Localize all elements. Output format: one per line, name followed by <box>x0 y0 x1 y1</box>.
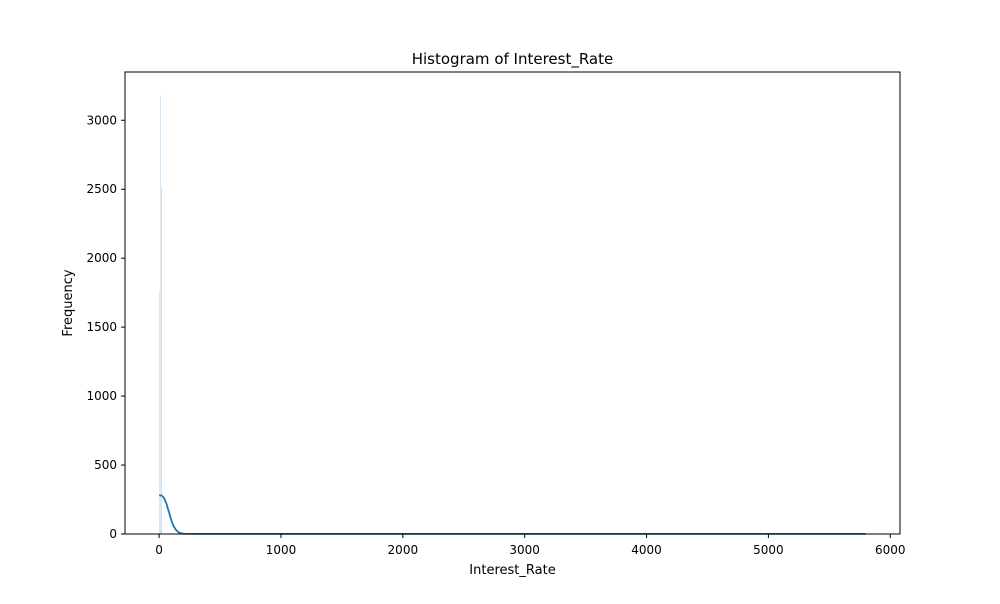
x-tick-label: 6000 <box>875 543 906 557</box>
histogram-bar-3 <box>160 186 162 535</box>
bars-layer <box>158 95 163 535</box>
y-axis-ticks: 0 500 1000 1500 2000 2500 3000 <box>86 113 125 541</box>
y-tick-label: 0 <box>109 527 117 541</box>
y-tick-label: 500 <box>94 458 117 472</box>
y-tick-label: 1500 <box>86 320 117 334</box>
x-tick-label: 4000 <box>631 543 662 557</box>
x-axis-label: Interest_Rate <box>469 563 555 578</box>
plot-frame <box>124 71 901 535</box>
x-tick-label: 2000 <box>388 543 419 557</box>
y-tick-label: 3000 <box>86 113 117 127</box>
x-tick-label: 0 <box>155 543 163 557</box>
x-axis-ticks: 0 1000 2000 3000 4000 5000 6000 <box>155 534 906 557</box>
chart-title: Histogram of Interest_Rate <box>412 50 614 69</box>
histogram-bar-4 <box>161 530 163 535</box>
histogram-bar-0 <box>158 289 160 535</box>
x-tick-label: 1000 <box>266 543 297 557</box>
kde-line <box>159 494 866 535</box>
y-tick-label: 2500 <box>86 182 117 196</box>
x-tick-label: 3000 <box>509 543 540 557</box>
x-tick-label: 5000 <box>753 543 784 557</box>
y-tick-label: 1000 <box>86 389 117 403</box>
y-axis-label: Frequency <box>61 269 76 336</box>
kde-layer <box>159 494 866 535</box>
y-tick-label: 2000 <box>86 251 117 265</box>
